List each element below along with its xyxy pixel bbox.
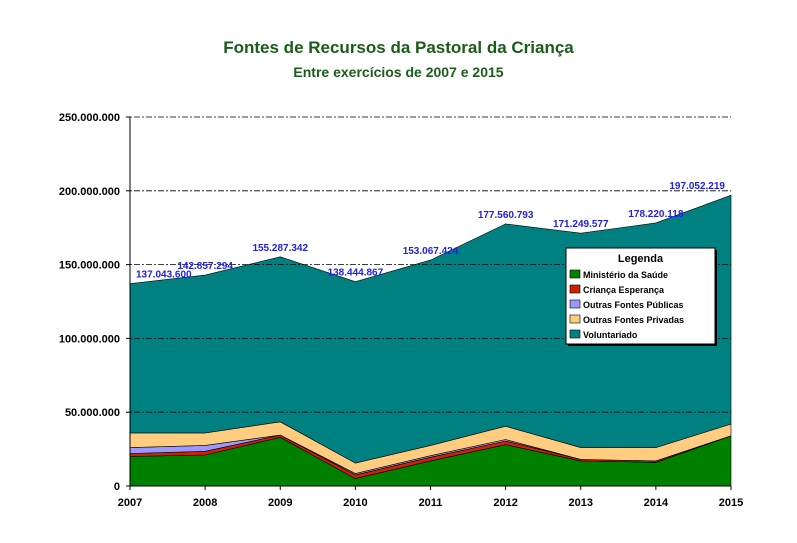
legend-box: [565, 247, 716, 345]
total-label-4: 153.067.424: [403, 246, 459, 257]
legend-entry-0: Ministério da Saúde: [583, 270, 668, 280]
y-tick-label-4: 200.000.000: [59, 186, 120, 198]
legend-title: Legenda: [618, 253, 664, 265]
total-label-0: 137.043.600: [136, 270, 192, 281]
chart-subtitle: Entre exercícios de 2007 e 2015: [293, 64, 504, 80]
x-tick-label-1: 2008: [193, 497, 217, 509]
y-tick-label-3: 150.000.000: [59, 260, 120, 272]
y-tick-label-2: 100.000.000: [59, 333, 120, 345]
total-label-1: 142.857.294: [177, 261, 233, 272]
total-label-6: 171.249.577: [553, 219, 609, 230]
legend-entry-1: Criança Esperança: [583, 285, 665, 295]
total-label-8: 197.052.219: [669, 181, 725, 192]
x-tick-label-0: 2007: [118, 497, 142, 509]
legend-swatch-3: [569, 314, 581, 324]
total-label-5: 177.560.793: [478, 210, 534, 221]
legend-entry-4: Voluntariado: [583, 330, 638, 340]
y-tick-label-0: 0: [114, 481, 120, 493]
x-tick-label-7: 2014: [644, 497, 669, 509]
legend-swatch-1: [569, 284, 581, 294]
y-tick-label-1: 50.000.000: [65, 407, 120, 419]
x-tick-label-8: 2015: [719, 497, 743, 509]
legend-swatch-4: [569, 329, 581, 339]
y-tick-label-5: 250.000.000: [59, 112, 120, 124]
legend-swatch-2: [569, 299, 581, 309]
legend-swatch-0: [569, 269, 581, 279]
legend-entry-3: Outras Fontes Privadas: [583, 315, 684, 325]
x-tick-label-4: 2011: [419, 497, 443, 509]
x-tick-label-5: 2012: [493, 497, 517, 509]
chart-title: Fontes de Recursos da Pastoral da Crianç…: [223, 38, 574, 57]
total-label-2: 155.287.342: [252, 243, 308, 254]
total-label-7: 178.220.118: [628, 209, 683, 220]
x-tick-label-3: 2010: [343, 497, 367, 509]
legend-entry-2: Outras Fontes Públicas: [583, 300, 684, 310]
x-tick-label-6: 2013: [569, 497, 593, 509]
x-tick-label-2: 2009: [268, 497, 292, 509]
total-label-3: 138.444.867: [328, 268, 384, 279]
